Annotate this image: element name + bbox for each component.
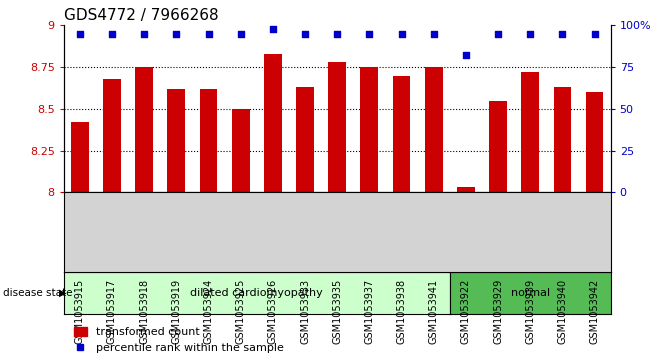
Bar <box>457 187 474 192</box>
Point <box>107 31 117 37</box>
Bar <box>489 101 507 192</box>
Text: GDS4772 / 7966268: GDS4772 / 7966268 <box>64 8 218 23</box>
Bar <box>360 67 378 192</box>
Point <box>557 31 568 37</box>
Text: normal: normal <box>511 288 550 298</box>
Text: disease state: disease state <box>3 288 73 298</box>
Bar <box>554 87 571 192</box>
Bar <box>264 54 282 192</box>
Point <box>589 31 600 37</box>
Bar <box>328 62 346 192</box>
Point <box>171 31 182 37</box>
Point <box>460 53 471 58</box>
Point <box>428 31 439 37</box>
Point <box>300 31 311 37</box>
Bar <box>425 67 443 192</box>
Point <box>364 31 374 37</box>
Legend: transformed count, percentile rank within the sample: transformed count, percentile rank withi… <box>69 322 289 358</box>
Point <box>525 31 535 37</box>
Bar <box>586 92 603 192</box>
Bar <box>521 72 539 192</box>
Point <box>268 26 278 32</box>
Bar <box>168 89 185 192</box>
Point <box>493 31 503 37</box>
Bar <box>136 67 153 192</box>
Point <box>396 31 407 37</box>
Bar <box>393 76 411 192</box>
Bar <box>231 109 250 192</box>
Point <box>236 31 246 37</box>
Point <box>74 31 85 37</box>
Text: ▶: ▶ <box>59 288 66 298</box>
Point <box>332 31 343 37</box>
Bar <box>103 79 121 192</box>
Bar <box>200 89 217 192</box>
Bar <box>71 122 89 192</box>
Point <box>139 31 150 37</box>
Text: dilated cardiomyopathy: dilated cardiomyopathy <box>191 288 323 298</box>
Bar <box>296 87 314 192</box>
Point <box>203 31 214 37</box>
